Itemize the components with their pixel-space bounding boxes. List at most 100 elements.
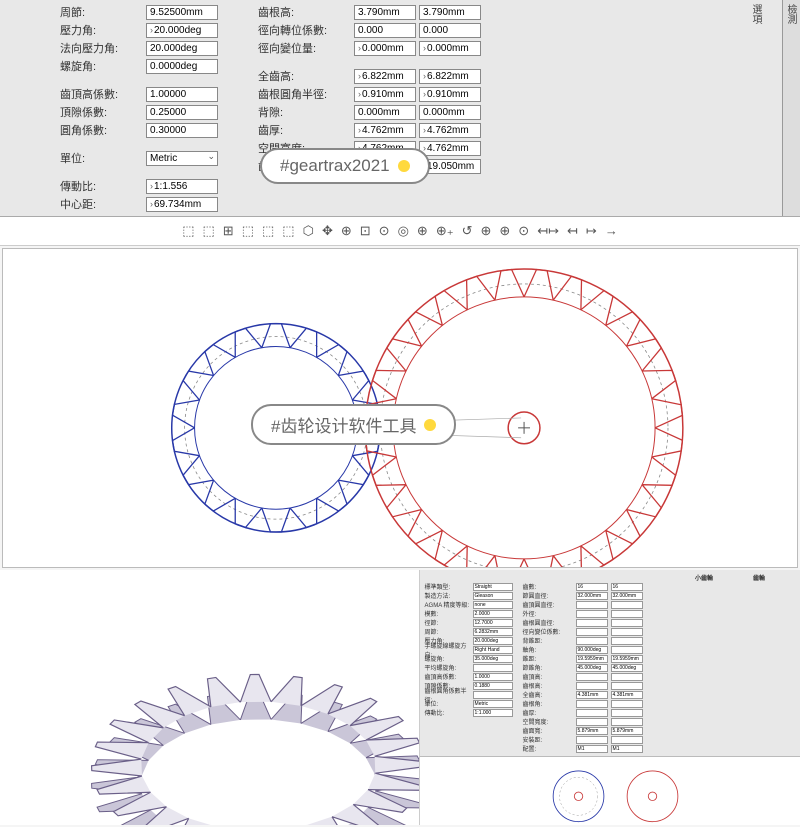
param-input[interactable]: 0.000mm bbox=[354, 105, 416, 120]
toolbar-icon[interactable]: ⬚ bbox=[282, 223, 294, 239]
toolbar-icon[interactable]: ⊙ bbox=[518, 223, 529, 239]
mini-input[interactable]: 1.0000 bbox=[473, 673, 513, 681]
mini-input[interactable]: 45.000deg bbox=[576, 664, 608, 672]
toolbar-icon[interactable]: ↦ bbox=[586, 223, 597, 239]
param-input[interactable]: ›20.000deg bbox=[146, 23, 218, 38]
mini-input[interactable] bbox=[576, 700, 608, 708]
mini-input[interactable]: 45.000deg bbox=[611, 664, 643, 672]
toolbar-icon[interactable]: ⊕ bbox=[480, 223, 491, 239]
param-input[interactable]: ›0.000mm bbox=[419, 41, 481, 56]
mini-input[interactable] bbox=[611, 700, 643, 708]
param-input[interactable]: 3.790mm bbox=[419, 5, 481, 20]
mini-gear-viewport[interactable] bbox=[420, 756, 800, 825]
param-input[interactable]: ›0.000mm bbox=[354, 41, 416, 56]
mini-input[interactable]: 5.879mm bbox=[611, 727, 643, 735]
mini-input[interactable]: 6.2832mm bbox=[473, 628, 513, 636]
toolbar-icon[interactable]: ⊕ bbox=[499, 223, 510, 239]
mini-input[interactable]: Metric bbox=[473, 700, 513, 708]
gear-2d-viewport[interactable]: #齿轮设计软件工具 bbox=[2, 248, 798, 568]
mini-input[interactable]: 0.1880 bbox=[473, 682, 513, 690]
mini-input[interactable]: Straight bbox=[473, 583, 513, 591]
mini-input[interactable] bbox=[611, 637, 643, 645]
toolbar-icon[interactable]: ⊕ bbox=[417, 223, 428, 239]
mini-input[interactable]: 19.5959mm bbox=[611, 655, 643, 663]
param-input[interactable]: ›0.910mm bbox=[354, 87, 416, 102]
mini-input[interactable]: 16 bbox=[576, 583, 608, 591]
toolbar-icon[interactable]: ↤ bbox=[567, 223, 578, 239]
mini-input[interactable]: 90.000deg bbox=[576, 646, 608, 654]
mini-input[interactable]: 20.000deg bbox=[473, 637, 513, 645]
mini-input[interactable] bbox=[473, 691, 513, 699]
param-input[interactable]: Metric bbox=[146, 151, 218, 166]
mini-input[interactable] bbox=[611, 628, 643, 636]
param-input[interactable]: 1.00000 bbox=[146, 87, 218, 102]
param-input[interactable]: 0.000 bbox=[354, 23, 416, 38]
mini-input[interactable] bbox=[611, 682, 643, 690]
mini-input[interactable]: none bbox=[473, 601, 513, 609]
param-input[interactable]: 3.790mm bbox=[354, 5, 416, 20]
mini-input[interactable] bbox=[611, 646, 643, 654]
mini-input[interactable] bbox=[576, 601, 608, 609]
mini-input[interactable]: 19.5959mm bbox=[576, 655, 608, 663]
toolbar-icon[interactable]: ↺ bbox=[462, 223, 473, 239]
mini-input[interactable]: M1 bbox=[576, 745, 608, 753]
param-input[interactable]: ›4.762mm bbox=[419, 123, 481, 138]
toolbar-icon[interactable]: → bbox=[605, 223, 618, 238]
toolbar-icon[interactable]: ⊕ bbox=[341, 223, 352, 239]
mini-input[interactable] bbox=[576, 736, 608, 744]
mini-input[interactable] bbox=[611, 673, 643, 681]
param-input[interactable]: 0.25000 bbox=[146, 105, 218, 120]
mini-input[interactable] bbox=[473, 664, 513, 672]
mini-input[interactable] bbox=[611, 718, 643, 726]
mini-input[interactable]: 4.381mm bbox=[611, 691, 643, 699]
mini-input[interactable]: 4.381mm bbox=[576, 691, 608, 699]
toolbar-icon[interactable]: ✥ bbox=[322, 223, 333, 239]
mini-input[interactable] bbox=[576, 628, 608, 636]
toolbar-icon[interactable]: ⬚ bbox=[242, 223, 254, 239]
mini-input[interactable]: 32.000mm bbox=[611, 592, 643, 600]
mini-input[interactable] bbox=[576, 619, 608, 627]
toolbar-icon[interactable]: ⬚ bbox=[262, 223, 274, 239]
param-input[interactable]: 20.000deg bbox=[146, 41, 218, 56]
mini-input[interactable]: 2.0000 bbox=[473, 610, 513, 618]
mini-input[interactable] bbox=[611, 736, 643, 744]
mini-input[interactable] bbox=[611, 610, 643, 618]
param-input[interactable]: 9.52500mm bbox=[146, 5, 218, 20]
mini-input[interactable] bbox=[611, 619, 643, 627]
tab-inspect[interactable]: 檢測 bbox=[783, 4, 798, 212]
mini-input[interactable]: Right Hand bbox=[473, 646, 513, 654]
mini-input[interactable] bbox=[576, 610, 608, 618]
toolbar-icon[interactable]: ⊙ bbox=[379, 223, 390, 239]
toolbar-icon[interactable]: ⬚ bbox=[182, 223, 194, 239]
param-input[interactable]: ›6.822mm bbox=[419, 69, 481, 84]
toolbar-icon[interactable]: ⊕₊ bbox=[436, 223, 454, 239]
side-tabs[interactable]: 檢測 選項 bbox=[782, 0, 800, 216]
param-input[interactable]: 0.000mm bbox=[419, 105, 481, 120]
mini-input[interactable] bbox=[611, 709, 643, 717]
gear-3d-render[interactable] bbox=[0, 570, 420, 825]
mini-input[interactable]: 16 bbox=[611, 583, 643, 591]
mini-input[interactable]: 1:1.000 bbox=[473, 709, 513, 717]
mini-input[interactable] bbox=[576, 637, 608, 645]
toolbar-icon[interactable]: ⬚ bbox=[202, 223, 214, 239]
toolbar-icon[interactable]: ◎ bbox=[398, 223, 409, 239]
param-input[interactable]: ›4.762mm bbox=[419, 141, 481, 156]
param-input[interactable]: ›6.822mm bbox=[354, 69, 416, 84]
mini-input[interactable]: M1 bbox=[611, 745, 643, 753]
mini-input[interactable] bbox=[576, 709, 608, 717]
param-input[interactable]: ›1:1.556 bbox=[146, 179, 218, 194]
toolbar-icon[interactable]: ⬡ bbox=[303, 223, 314, 239]
param-input[interactable]: 0.0000deg bbox=[146, 59, 218, 74]
toolbar-icon[interactable]: ↤↦ bbox=[537, 223, 559, 239]
mini-input[interactable] bbox=[576, 718, 608, 726]
mini-input[interactable]: 5.879mm bbox=[576, 727, 608, 735]
param-input[interactable]: ›0.910mm bbox=[419, 87, 481, 102]
param-input[interactable]: 0.30000 bbox=[146, 123, 218, 138]
param-input[interactable]: 0.000 bbox=[419, 23, 481, 38]
mini-input[interactable] bbox=[611, 601, 643, 609]
mini-input[interactable]: 35.000deg bbox=[473, 655, 513, 663]
mini-input[interactable] bbox=[576, 673, 608, 681]
mini-input[interactable]: 12.7000 bbox=[473, 619, 513, 627]
toolbar-icon[interactable]: ⊞ bbox=[223, 223, 234, 239]
tab-options[interactable]: 選項 bbox=[748, 4, 763, 212]
